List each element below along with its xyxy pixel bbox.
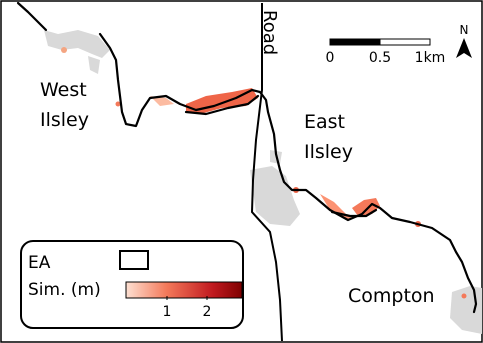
flood-spot [115, 101, 121, 107]
legend-ea-swatch [119, 250, 149, 270]
place-label-east-ilsley: East Ilsley [304, 111, 353, 163]
legend-ea-label: EA [28, 253, 51, 273]
scale-bar-label: 0 [326, 50, 335, 66]
north-arrow-icon [456, 38, 472, 58]
legend-colorbar [125, 281, 243, 299]
scale-bar: 0 0.5 1km [326, 38, 446, 66]
north-arrow: N [456, 23, 472, 58]
place-label-west-ilsley: West Ilsley [40, 79, 93, 131]
place-label-line: Ilsley [304, 141, 353, 163]
flood-patch [150, 96, 174, 106]
scale-bar-label: 0.5 [369, 50, 391, 66]
colorbar-tick-label: 2 [203, 304, 212, 320]
north-label: N [460, 23, 469, 37]
place-label-compton: Compton [348, 285, 435, 307]
flood-spot [61, 47, 67, 53]
colorbar-tick-label: 1 [163, 304, 172, 320]
road-label: Road [259, 10, 280, 55]
settlement-east-ilsley [250, 166, 300, 226]
settlement-west-ilsley [44, 30, 110, 58]
settlement-areas [44, 30, 482, 334]
ea-outline [16, 1, 478, 314]
place-label-line: East [304, 111, 345, 133]
legend: EA Sim. (m) 1 2 [20, 240, 244, 329]
scale-bar-label: 1km [415, 50, 446, 66]
legend-sim-label: Sim. (m) [28, 280, 101, 300]
flood-patch [320, 194, 354, 220]
flood-spot [461, 293, 467, 299]
place-label-line: West [40, 79, 87, 101]
place-label-line: Ilsley [40, 109, 89, 131]
scale-bar-light-segment [379, 38, 431, 46]
settlement-compton [450, 286, 482, 334]
settlement-west-ilsley-2 [88, 56, 100, 74]
road-line [250, 3, 283, 342]
scale-bar-dark-segment [329, 38, 381, 46]
